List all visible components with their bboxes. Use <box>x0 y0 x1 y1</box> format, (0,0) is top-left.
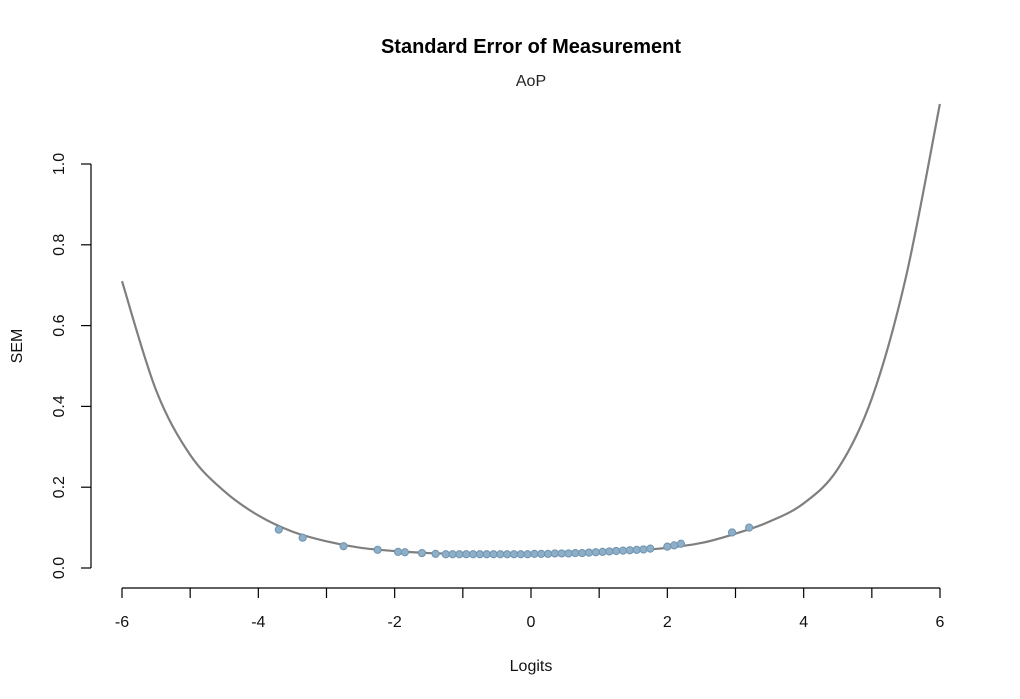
chart-title: Standard Error of Measurement <box>381 36 681 58</box>
item-point <box>543 549 553 558</box>
item-point <box>475 550 484 559</box>
item-point <box>455 550 464 559</box>
item-point <box>448 550 457 559</box>
x-tick-label: -6 <box>115 614 129 631</box>
item-point <box>298 533 307 542</box>
item-point <box>441 550 450 559</box>
item-point <box>503 550 512 559</box>
item-point <box>393 547 403 556</box>
x-axis-label: Logits <box>510 658 553 675</box>
item-point <box>612 546 621 556</box>
y-tick-label: 0.2 <box>51 476 68 498</box>
chart-subtitle: AoP <box>516 73 546 90</box>
item-point <box>417 548 427 558</box>
y-axis-label: SEM <box>9 329 26 364</box>
item-point <box>339 542 348 551</box>
item-point <box>571 548 580 558</box>
y-tick-label: 0.6 <box>51 314 68 336</box>
x-tick-label: -4 <box>251 614 265 631</box>
item-point <box>496 550 505 559</box>
item-point <box>462 550 471 559</box>
item-point <box>639 545 648 554</box>
x-tick-label: 0 <box>527 614 536 631</box>
item-point <box>584 548 594 557</box>
item-points <box>274 523 754 559</box>
item-point <box>618 546 628 555</box>
item-point <box>564 549 573 558</box>
item-point <box>400 548 409 557</box>
item-point <box>489 550 498 559</box>
y-tick-label: 0.8 <box>51 234 68 256</box>
item-point <box>516 550 525 559</box>
item-point <box>557 549 566 558</box>
item-point <box>745 523 754 532</box>
item-point <box>670 541 679 550</box>
item-point <box>625 546 634 555</box>
item-point <box>530 549 539 558</box>
sem-curve-line <box>120 103 941 556</box>
x-ticks: -6 -4 -2 0 2 4 6 <box>115 588 945 631</box>
x-tick-label: 4 <box>799 614 808 631</box>
y-tick-label: 0.4 <box>51 395 68 417</box>
item-point <box>663 542 672 551</box>
x-tick-label: 6 <box>936 614 945 631</box>
item-point <box>727 528 737 537</box>
item-point <box>550 549 559 558</box>
item-point <box>632 545 641 554</box>
item-point <box>523 550 532 559</box>
y-tick-label: 0.0 <box>51 557 68 579</box>
item-point <box>676 539 686 548</box>
item-point <box>537 549 546 558</box>
item-point <box>605 547 614 556</box>
y-tick-label: 1.0 <box>51 153 68 175</box>
x-tick-label: -2 <box>388 614 402 631</box>
item-point <box>646 544 655 553</box>
item-point <box>373 545 382 554</box>
item-point <box>591 548 600 557</box>
y-ticks: 0.0 0.2 0.4 0.6 0.8 1.0 <box>51 153 91 579</box>
item-point <box>598 547 607 556</box>
item-point <box>482 550 491 559</box>
item-point <box>509 550 519 559</box>
item-point <box>578 548 587 558</box>
item-point <box>468 550 478 559</box>
item-point <box>274 525 283 534</box>
item-point <box>431 549 440 558</box>
x-tick-label: 2 <box>663 614 672 631</box>
